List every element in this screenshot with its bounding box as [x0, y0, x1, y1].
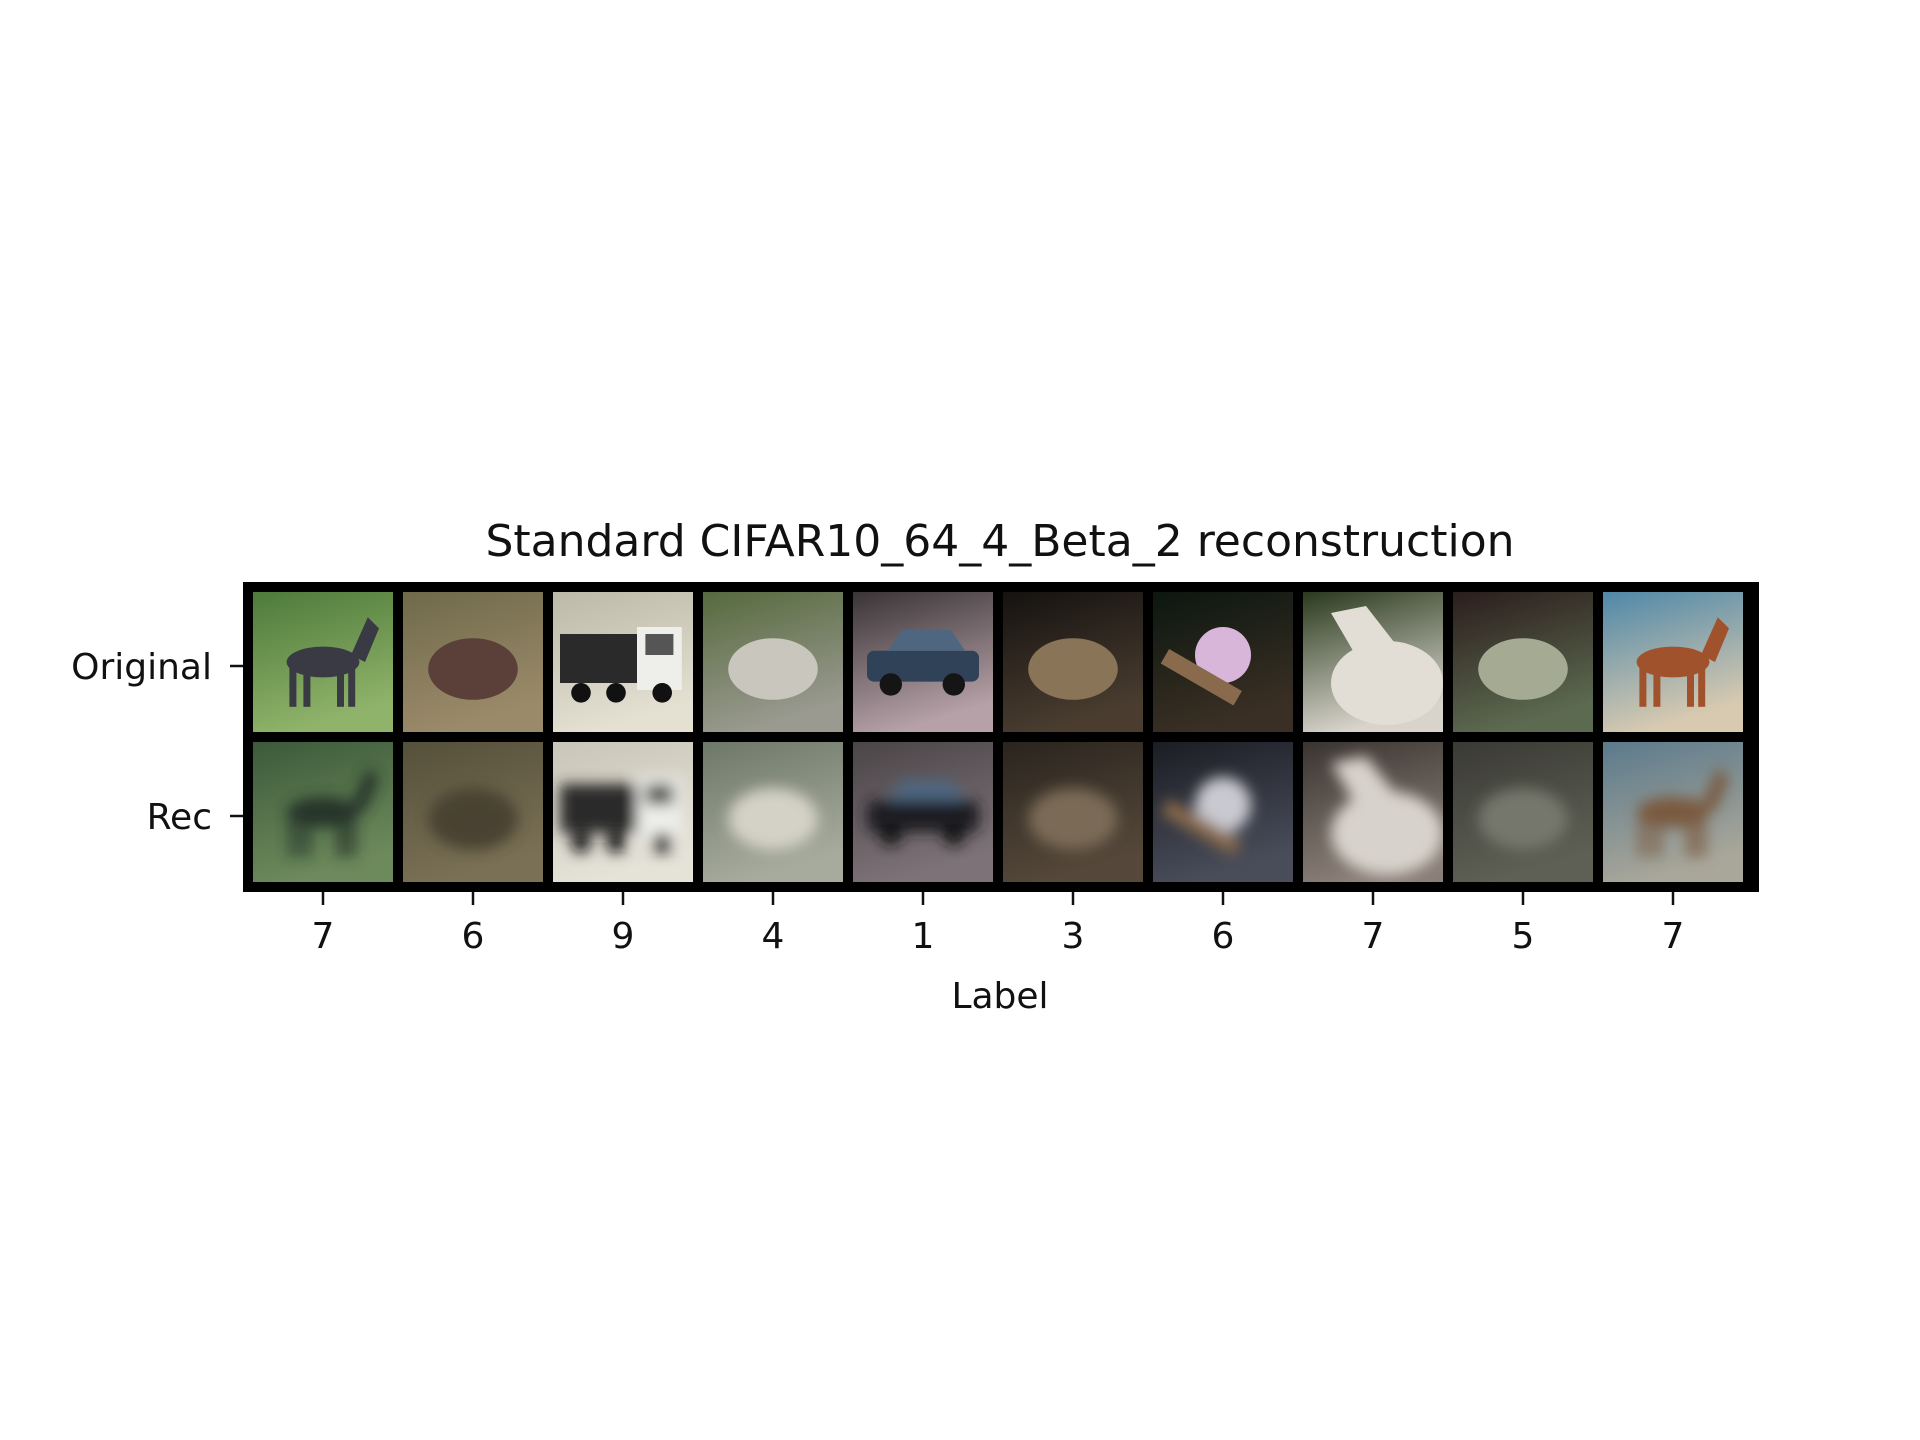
original-image-1	[253, 592, 393, 732]
original-image-8	[1303, 592, 1443, 732]
column-label-6: 3	[1062, 916, 1085, 957]
reconstruction-image-7	[1153, 742, 1293, 882]
reconstruction-image-3	[553, 742, 693, 882]
original-image-5	[853, 592, 993, 732]
reconstruction-image-9	[1453, 742, 1593, 882]
x-axis-label: Label	[951, 976, 1048, 1017]
column-label-4: 4	[762, 916, 785, 957]
column-label-8: 7	[1362, 916, 1385, 957]
reconstruction-image-2	[403, 742, 543, 882]
reconstruction-image-10	[1603, 742, 1743, 882]
column-label-3: 9	[612, 916, 635, 957]
row-label-rec: Rec	[147, 797, 212, 838]
column-label-2: 6	[462, 916, 485, 957]
original-image-10	[1603, 592, 1743, 732]
original-image-4	[703, 592, 843, 732]
reconstruction-image-6	[1003, 742, 1143, 882]
column-label-9: 5	[1512, 916, 1535, 957]
reconstruction-image-1	[253, 742, 393, 882]
column-label-10: 7	[1662, 916, 1685, 957]
reconstruction-image-8	[1303, 742, 1443, 882]
original-image-3	[553, 592, 693, 732]
column-label-7: 6	[1212, 916, 1235, 957]
original-image-2	[403, 592, 543, 732]
column-label-1: 7	[312, 916, 335, 957]
column-label-5: 1	[912, 916, 935, 957]
row-label-original: Original	[71, 647, 212, 688]
original-image-9	[1453, 592, 1593, 732]
x-axis: 7 6 9 4 1 3 6 7 5 7	[312, 892, 1685, 957]
original-image-6	[1003, 592, 1143, 732]
reconstruction-image-5	[853, 742, 993, 882]
original-image-7	[1153, 592, 1293, 732]
figure-title: Standard CIFAR10_64_4_Beta_2 reconstruct…	[485, 516, 1514, 567]
reconstruction-image-4	[703, 742, 843, 882]
